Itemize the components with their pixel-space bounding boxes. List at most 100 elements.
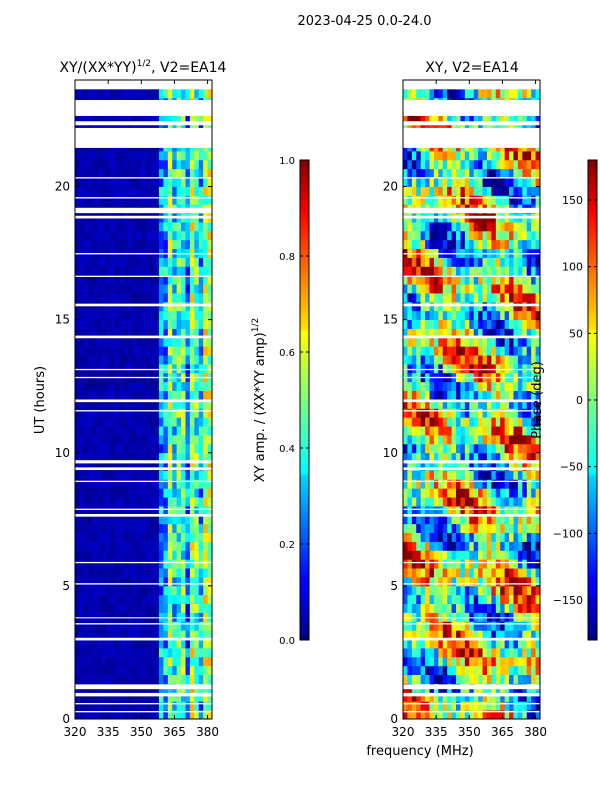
heatmap-cell <box>456 665 461 676</box>
heatmap-cell <box>416 559 422 569</box>
heatmap-cell <box>442 532 448 542</box>
flagged-time-row <box>75 253 212 255</box>
heatmap-cell <box>141 301 147 312</box>
heatmap-cell <box>509 710 514 720</box>
heatmap-cell <box>194 692 200 702</box>
heatmap-cell <box>429 257 435 267</box>
heatmap-cell <box>420 301 426 312</box>
heatmap-cell <box>447 665 453 676</box>
heatmap-cell <box>500 364 506 374</box>
heatmap-cell <box>185 346 191 356</box>
heatmap-cell <box>522 88 528 99</box>
heatmap-cell <box>447 612 453 622</box>
heatmap-cell <box>526 488 532 498</box>
heatmap-cell <box>88 159 94 170</box>
heatmap-cell <box>105 461 111 471</box>
heatmap-cell <box>97 284 102 294</box>
heatmap-cell <box>535 639 541 649</box>
heatmap-cell <box>163 470 169 480</box>
heatmap-cell <box>176 435 182 445</box>
heatmap-cell <box>145 266 151 276</box>
heatmap-cell <box>420 177 426 187</box>
heatmap-cell <box>425 559 430 569</box>
heatmap-cell <box>495 151 501 161</box>
heatmap-cell <box>92 239 98 250</box>
heatmap-cell <box>181 319 186 329</box>
heatmap-cell <box>167 541 173 551</box>
heatmap-cell <box>473 497 479 507</box>
heatmap-cell <box>495 674 501 684</box>
heatmap-cell <box>473 585 479 596</box>
heatmap-cell <box>141 692 147 702</box>
heatmap-cell <box>150 577 155 587</box>
heatmap-cell <box>185 701 191 711</box>
heatmap-cell <box>114 159 120 170</box>
heatmap-cell <box>535 461 541 471</box>
heatmap-cell <box>526 115 532 125</box>
heatmap-cell <box>132 701 138 711</box>
heatmap-cell <box>150 506 155 516</box>
heatmap-cell <box>442 239 448 250</box>
heatmap-cell <box>416 355 422 365</box>
heatmap-cell <box>185 355 191 365</box>
heatmap-cell <box>464 239 470 250</box>
heatmap-cell <box>181 257 186 267</box>
heatmap-cell <box>114 399 120 409</box>
heatmap-cell <box>105 710 111 720</box>
heatmap-cell <box>198 275 204 285</box>
heatmap-cell <box>460 514 466 525</box>
amp-colorbar-ticks: 0.00.20.40.60.81.0 <box>279 156 309 647</box>
heatmap-cell <box>75 585 80 596</box>
heatmap-cell <box>136 310 142 321</box>
heatmap-cell <box>92 408 98 418</box>
heatmap-cell <box>425 452 430 463</box>
heatmap-cell <box>495 88 501 99</box>
colorbar-tick-label: 0.2 <box>279 540 295 551</box>
heatmap-cell <box>535 479 541 489</box>
heatmap-cell <box>79 408 85 418</box>
heatmap-cell <box>132 488 138 498</box>
heatmap-cell <box>478 115 483 125</box>
heatmap-cell <box>447 648 453 658</box>
heatmap-cell <box>513 461 519 471</box>
heatmap-cell <box>438 550 444 560</box>
heatmap-cell <box>416 532 422 542</box>
heatmap-cell <box>478 408 483 418</box>
heatmap-cell <box>79 656 85 667</box>
heatmap-cell <box>92 426 98 436</box>
heatmap-cell <box>416 585 422 596</box>
heatmap-cell <box>509 364 514 374</box>
heatmap-cell <box>207 452 213 463</box>
heatmap-cell <box>128 692 133 702</box>
heatmap-cell <box>92 648 98 658</box>
y-tick-label: 10 <box>55 446 70 460</box>
heatmap-cell <box>167 355 173 365</box>
heatmap-cell <box>425 266 430 276</box>
heatmap-cell <box>442 408 448 418</box>
heatmap-cell <box>181 532 186 542</box>
heatmap-cell <box>433 177 439 187</box>
flagged-time-row <box>75 121 212 126</box>
heatmap-cell <box>500 452 506 463</box>
heatmap-cell <box>101 88 107 99</box>
heatmap-cell <box>145 355 151 365</box>
heatmap-cell <box>132 195 138 205</box>
heatmap-cell <box>460 568 466 578</box>
heatmap-cell <box>154 452 160 463</box>
heatmap-cell <box>189 390 195 400</box>
heatmap-cell <box>469 621 475 631</box>
heatmap-cell <box>128 319 133 329</box>
heatmap-cell <box>150 364 155 374</box>
heatmap-cell <box>75 355 80 365</box>
heatmap-cell <box>158 648 164 658</box>
heatmap-cell <box>207 470 213 480</box>
heatmap-cell <box>482 603 488 613</box>
heatmap-cell <box>172 293 178 303</box>
heatmap-cell <box>141 275 147 285</box>
heatmap-cell <box>145 639 151 649</box>
heatmap-cell <box>128 461 133 471</box>
heatmap-cell <box>194 488 200 498</box>
heatmap-cell <box>172 701 178 711</box>
heatmap-cell <box>88 293 94 303</box>
heatmap-cell <box>136 479 142 489</box>
